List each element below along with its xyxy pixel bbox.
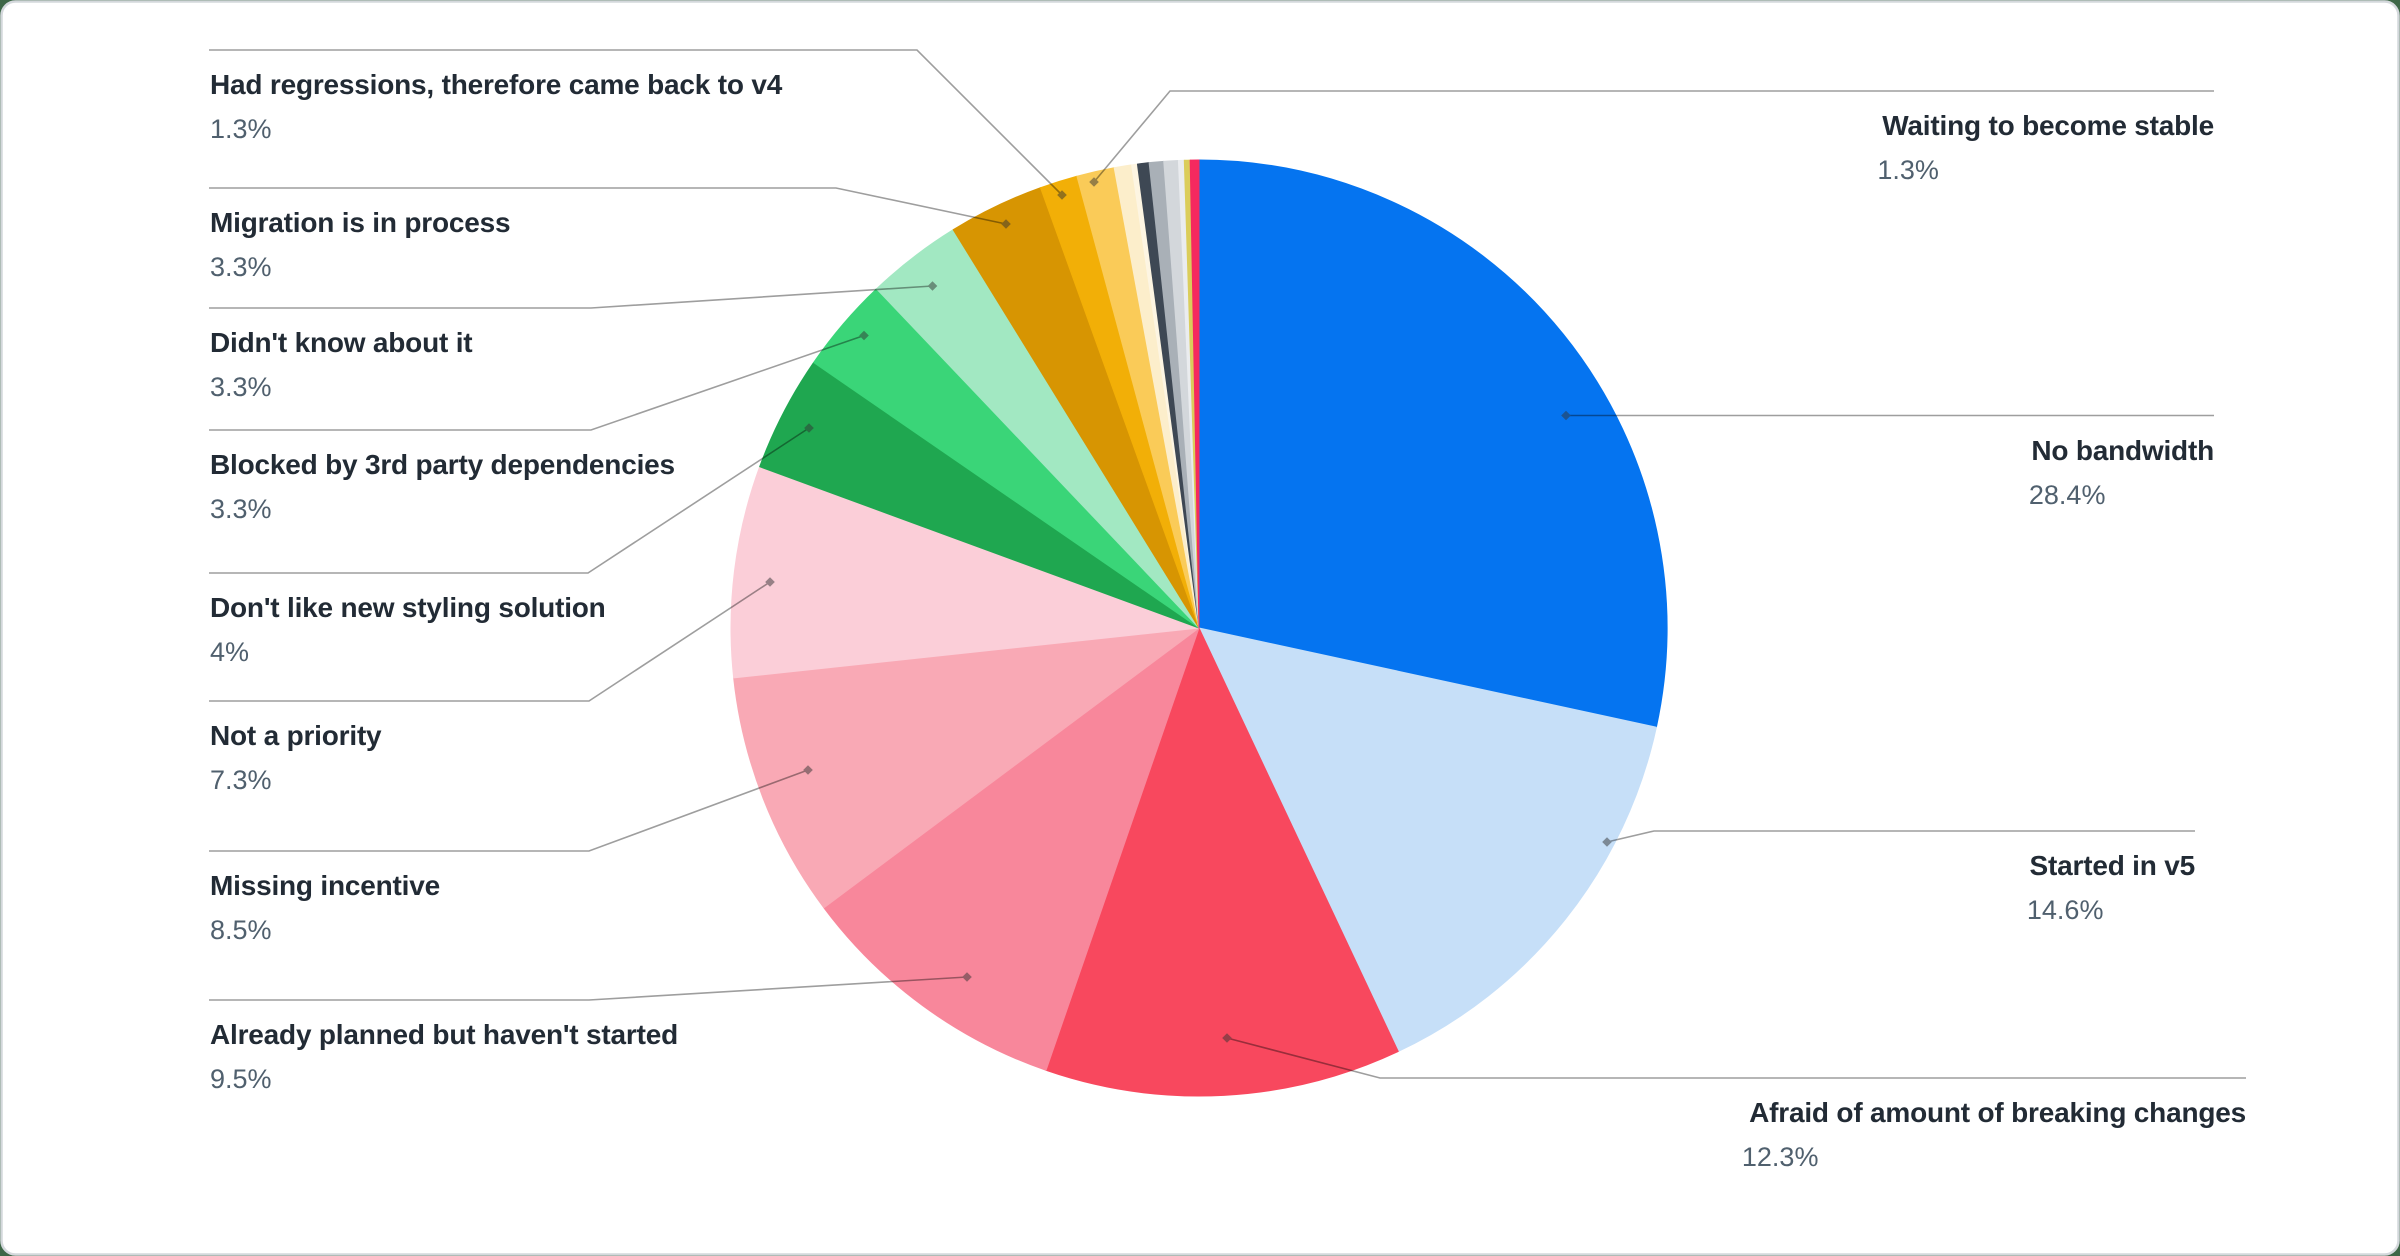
svg-text:Afraid of amount of breaking c: Afraid of amount of breaking changes	[1749, 1097, 2246, 1128]
svg-text:8.5%: 8.5%	[210, 915, 272, 945]
svg-text:28.4%: 28.4%	[2029, 480, 2106, 510]
svg-text:No bandwidth: No bandwidth	[2031, 435, 2214, 466]
svg-text:7.3%: 7.3%	[210, 765, 272, 795]
svg-text:Had regressions, therefore cam: Had regressions, therefore came back to …	[210, 69, 783, 100]
svg-text:14.6%: 14.6%	[2027, 895, 2104, 925]
svg-text:12.3%: 12.3%	[1742, 1142, 1819, 1172]
svg-text:Waiting to become stable: Waiting to become stable	[1882, 110, 2214, 141]
svg-text:Migration is in process: Migration is in process	[210, 207, 510, 238]
svg-text:Didn't know about it: Didn't know about it	[210, 327, 472, 358]
svg-text:Missing incentive: Missing incentive	[210, 870, 440, 901]
svg-text:4%: 4%	[210, 637, 249, 667]
svg-text:9.5%: 9.5%	[210, 1064, 272, 1094]
svg-text:1.3%: 1.3%	[210, 114, 272, 144]
svg-text:Already planned but haven't st: Already planned but haven't started	[210, 1019, 678, 1050]
svg-text:3.3%: 3.3%	[210, 252, 272, 282]
svg-text:Don't like new styling solutio: Don't like new styling solution	[210, 592, 606, 623]
svg-text:1.3%: 1.3%	[1877, 155, 1939, 185]
svg-text:Blocked by 3rd party dependenc: Blocked by 3rd party dependencies	[210, 449, 675, 480]
svg-text:3.3%: 3.3%	[210, 494, 272, 524]
svg-text:3.3%: 3.3%	[210, 372, 272, 402]
svg-text:Not a priority: Not a priority	[210, 720, 382, 751]
svg-text:Started in v5: Started in v5	[2030, 850, 2195, 881]
